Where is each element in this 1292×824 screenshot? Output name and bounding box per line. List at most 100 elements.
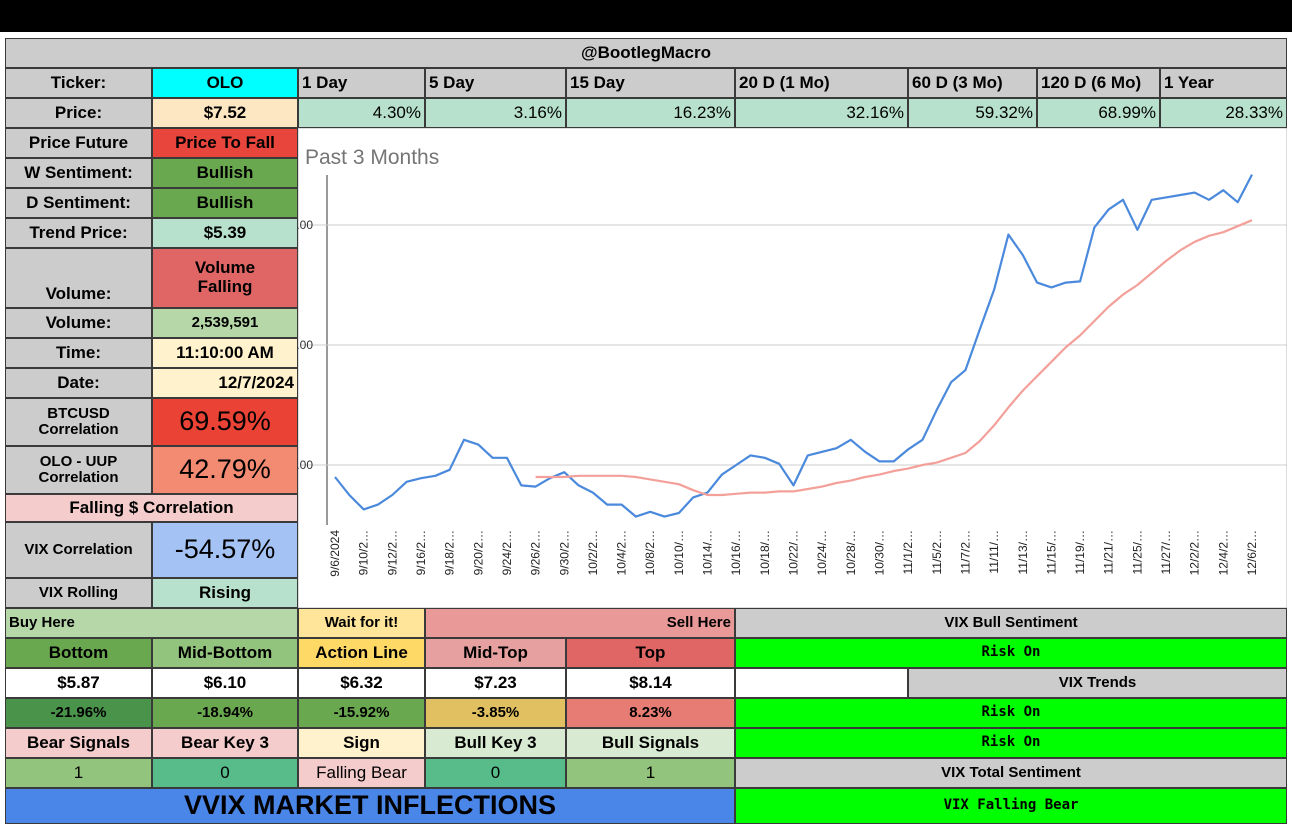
cell-text: $8.14	[629, 672, 672, 692]
cell: Mid-Top	[425, 638, 566, 668]
cell-text: OLO	[206, 72, 244, 92]
x-tick-label: 11/11/…	[987, 530, 1001, 574]
cell: @BootlegMacro	[5, 38, 1287, 68]
x-tick-label: 12/6/2…	[1245, 530, 1259, 575]
cell-text: BTCUSD Correlation	[38, 404, 119, 438]
cell: $7.52	[152, 98, 298, 128]
cell-text: Rising	[199, 582, 251, 602]
x-tick-label: 12/4/2…	[1216, 530, 1230, 575]
cell: Trend Price:	[5, 218, 152, 248]
x-tick-label: 9/18/2…	[443, 530, 457, 575]
cell: 11:10:00 AM	[152, 338, 298, 368]
cell: 68.99%	[1037, 98, 1160, 128]
cell-text: 69.59%	[179, 406, 271, 437]
chart: Past 3 Months $5.00 $6.00 $7.00 9/6/2024 9/1…	[298, 128, 1287, 608]
cell: Price To Fall	[152, 128, 298, 158]
x-tick-label: 11/5/2…	[930, 530, 944, 574]
x-tick-label: 9/26/2…	[529, 530, 543, 575]
cell: Mid-Bottom	[152, 638, 298, 668]
x-tick-label: 11/21/…	[1102, 530, 1116, 574]
cell: VVIX MARKET INFLECTIONS	[5, 788, 735, 824]
x-tick-label: 11/7/2…	[958, 530, 972, 574]
cell-text: VIX Trends	[1058, 673, 1137, 691]
cell: Falling Bear	[298, 758, 425, 788]
x-tick-label: 11/13/…	[1016, 530, 1030, 574]
cell-text: Date:	[57, 372, 100, 392]
cell-text: 3.16%	[513, 102, 562, 122]
cell: Time:	[5, 338, 152, 368]
cell-text: Trend Price:	[29, 222, 128, 242]
cell-text: VVIX MARKET INFLECTIONS	[183, 790, 556, 821]
cell: 16.23%	[566, 98, 735, 128]
cell: Bullish	[152, 158, 298, 188]
cell-text: 42.79%	[179, 454, 271, 485]
cell-text: Mid-Bottom	[177, 642, 273, 662]
cell: VIX Falling Bear	[735, 788, 1287, 824]
cell: 69.59%	[152, 398, 298, 446]
x-tick-label: 10/16/…	[729, 530, 743, 575]
x-tick-label: 11/27/…	[1159, 530, 1173, 574]
cell-text: 20 D (1 Mo)	[739, 72, 830, 92]
cell-text: Buy Here	[9, 613, 75, 631]
x-tick-label: 9/16/2…	[414, 530, 428, 575]
cell-text: Ticker:	[50, 72, 107, 92]
cell-text: Falling $ Correlation	[69, 497, 234, 517]
cell: VIX Bull Sentiment	[735, 608, 1287, 638]
chart-background	[298, 128, 1287, 608]
cell-text: 16.23%	[673, 102, 731, 122]
cell: Risk On	[735, 728, 1287, 758]
cell: 20 D (1 Mo)	[735, 68, 908, 98]
cell: Volume Falling	[152, 248, 298, 308]
x-tick-label: 10/18/…	[758, 530, 772, 575]
cell-text: 1 Day	[302, 72, 348, 92]
cell: 42.79%	[152, 446, 298, 494]
y-tick-label: $7.00	[298, 218, 313, 232]
cell-text: Bottom	[48, 642, 109, 662]
cell-text: 2,539,591	[191, 313, 259, 331]
cell: Buy Here	[5, 608, 298, 638]
cell-text: VIX Correlation	[24, 540, 133, 558]
cell-text: $7.52	[203, 102, 247, 122]
cell-text: Sell Here	[666, 613, 731, 631]
cell-text: OLO - UUP Correlation	[38, 452, 119, 486]
x-tick-label: 10/14/…	[701, 530, 715, 575]
cell: -15.92%	[298, 698, 425, 728]
cell: OLO - UUP Correlation	[5, 446, 152, 494]
cell-text: Volume:	[45, 284, 112, 304]
cell-text: $7.23	[474, 672, 517, 692]
cell-text: @BootlegMacro	[581, 42, 711, 62]
cell: -21.96%	[5, 698, 152, 728]
cell-text: Price To Fall	[175, 132, 275, 152]
cell-text: 4.30%	[372, 102, 421, 122]
x-tick-label: 10/4/2…	[615, 530, 629, 575]
cell: BTCUSD Correlation	[5, 398, 152, 446]
cell: W Sentiment:	[5, 158, 152, 188]
cell-text: Volume:	[45, 312, 112, 332]
cell: D Sentiment:	[5, 188, 152, 218]
cell-text: Risk On	[981, 734, 1041, 751]
cell: Volume:	[5, 308, 152, 338]
cell-text: -15.92%	[333, 703, 390, 721]
cell-text: $5.39	[203, 222, 247, 242]
cell: $7.23	[425, 668, 566, 698]
x-tick-label: 11/15/…	[1044, 530, 1058, 574]
cell-text: 1	[73, 762, 84, 782]
cell-text: -21.96%	[50, 703, 107, 721]
x-tick-label: 11/25/…	[1130, 530, 1144, 574]
x-tick-label: 12/2/2…	[1188, 530, 1202, 575]
cell-text: 5 Day	[429, 72, 475, 92]
cell-text: W Sentiment:	[24, 162, 133, 182]
cell: 4.30%	[298, 98, 425, 128]
cell: 28.33%	[1160, 98, 1287, 128]
cell-text: Wait for it!	[324, 613, 399, 631]
cell-text: 60 D (3 Mo)	[912, 72, 1003, 92]
cell-text: 1	[645, 762, 656, 782]
cell-text: Bear Key 3	[181, 732, 269, 752]
cell: OLO	[152, 68, 298, 98]
series-line	[334, 174, 1253, 518]
x-tick-label: 9/12/2…	[385, 530, 399, 575]
cell-text: 120 D (6 Mo)	[1041, 72, 1142, 92]
cell-text: 11:10:00 AM	[176, 342, 274, 362]
cell: Date:	[5, 368, 152, 398]
